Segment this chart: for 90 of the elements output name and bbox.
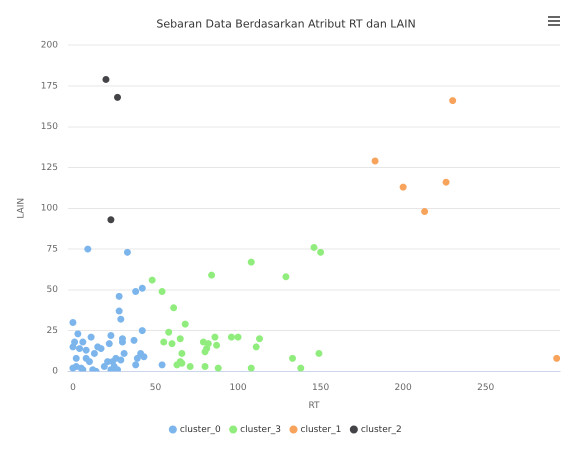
point	[168, 340, 176, 348]
point	[106, 340, 113, 348]
point	[84, 246, 92, 253]
point	[248, 258, 255, 266]
point	[100, 363, 108, 370]
point	[165, 328, 172, 336]
point	[116, 292, 123, 300]
point	[74, 330, 82, 338]
x-tick-label: 150	[312, 383, 330, 394]
point	[449, 97, 456, 104]
point	[317, 248, 324, 256]
point	[158, 288, 166, 295]
x-axis-title: RT	[308, 400, 320, 411]
point	[372, 158, 379, 164]
y-tick-label: 50	[46, 285, 58, 296]
point	[248, 364, 255, 372]
point	[76, 345, 84, 352]
x-tick-label: 0	[70, 383, 76, 394]
point	[202, 363, 209, 370]
chart-title: Sebaran Data Berdasarkan Atribut RT dan LAIN	[156, 17, 416, 30]
x-tick-label: 250	[477, 383, 495, 394]
point	[160, 338, 168, 346]
point	[148, 276, 156, 284]
y-tick-label: 125	[40, 162, 58, 173]
point	[130, 336, 138, 344]
legend-label: cluster_0	[180, 424, 221, 435]
legend-label: cluster_2	[360, 424, 402, 435]
y-tick-label: 25	[46, 326, 58, 336]
point	[214, 364, 222, 372]
point	[252, 343, 260, 350]
legend-label: cluster_3	[240, 424, 282, 435]
point	[114, 366, 122, 372]
point	[98, 345, 104, 352]
y-tick-label: 75	[46, 244, 58, 254]
point	[315, 350, 322, 357]
point	[170, 304, 178, 312]
point	[282, 273, 290, 280]
point	[88, 334, 95, 341]
point	[138, 284, 146, 292]
point	[120, 350, 128, 357]
point	[208, 272, 216, 279]
point	[178, 350, 186, 357]
point	[228, 334, 235, 341]
point	[116, 308, 123, 315]
point	[186, 363, 194, 370]
point	[132, 361, 140, 368]
point	[72, 354, 80, 362]
point	[124, 248, 131, 256]
point	[102, 76, 110, 83]
point	[289, 354, 296, 362]
point	[297, 364, 304, 372]
point	[421, 208, 428, 216]
point	[69, 318, 76, 326]
point	[79, 338, 86, 346]
point	[132, 288, 140, 295]
y-tick-label: 150	[40, 122, 58, 132]
y-tick-label: 200	[40, 40, 58, 51]
point	[182, 320, 189, 328]
y-tick-label: 0	[52, 366, 58, 377]
y-tick-label: 175	[40, 81, 58, 92]
point	[134, 354, 141, 362]
point	[90, 350, 98, 357]
point	[86, 358, 93, 366]
point	[442, 178, 450, 186]
point	[117, 316, 124, 323]
point	[234, 334, 242, 341]
point	[82, 346, 90, 354]
y-axis-title: LAIN	[16, 198, 27, 219]
point	[310, 244, 318, 251]
point	[211, 334, 218, 341]
point	[140, 353, 148, 360]
legend-label: cluster_1	[300, 424, 342, 435]
point	[69, 343, 76, 350]
point	[158, 361, 166, 368]
point	[400, 184, 407, 191]
point	[256, 335, 264, 342]
y-tick-label: 100	[40, 204, 58, 214]
point	[138, 327, 146, 334]
point	[176, 335, 184, 342]
point	[114, 94, 122, 101]
point	[107, 332, 114, 340]
x-tick-label: 100	[229, 383, 247, 394]
x-tick-label: 50	[150, 383, 162, 394]
point	[107, 216, 114, 224]
point	[213, 342, 220, 349]
point	[553, 354, 560, 362]
point	[117, 356, 124, 364]
point	[202, 348, 209, 356]
point	[69, 364, 76, 372]
x-tick-label: 200	[394, 383, 412, 394]
